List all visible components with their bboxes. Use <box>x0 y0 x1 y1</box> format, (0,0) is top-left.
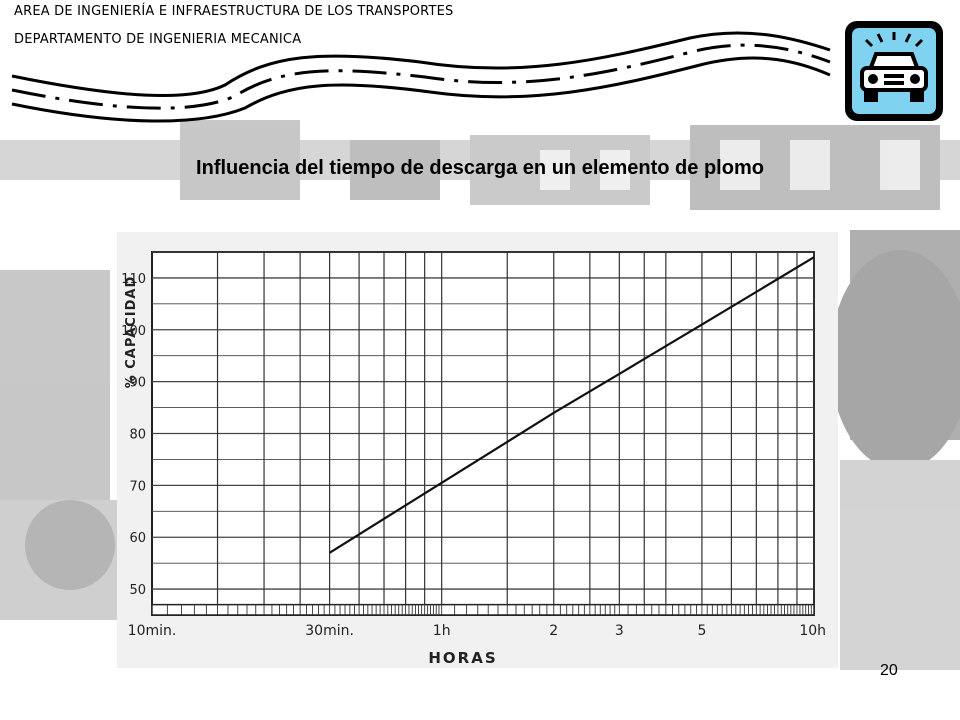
y-tick-label: 110 <box>121 272 146 287</box>
x-tick-label: 30min. <box>305 623 354 639</box>
y-axis-label: % CAPACIDAD <box>124 276 139 389</box>
x-tick-label: 2 <box>549 623 558 639</box>
x-tick-label: 10h <box>799 623 826 639</box>
y-tick-label: 80 <box>129 428 146 443</box>
car-warning-icon <box>845 21 943 121</box>
slide-title: Influencia del tiempo de descarga en un … <box>196 157 764 179</box>
x-tick-band <box>151 603 815 616</box>
x-tick-label: 1h <box>433 623 451 639</box>
road-banner-icon <box>11 31 831 123</box>
y-tick-label: 50 <box>129 583 146 598</box>
y-tick-label: 70 <box>129 479 146 494</box>
y-tick-label: 100 <box>121 324 146 339</box>
x-tick-label: 3 <box>615 623 624 639</box>
x-tick-label: 5 <box>697 623 706 639</box>
x-tick-label: 10min. <box>128 623 177 639</box>
header-department-area: AREA DE INGENIERÍA E INFRAESTRUCTURA DE … <box>14 4 454 19</box>
page-number: 20 <box>880 662 898 679</box>
discharge-time-chart: 50 60 70 80 90 100 110 10min. 30min. 1h 2 3 5 10h HORA… <box>121 251 826 667</box>
header-department-name: DEPARTAMENTO DE INGENIERIA MECANICA <box>14 32 302 47</box>
x-axis-label: HORAS <box>428 649 497 667</box>
series-line <box>329 256 815 554</box>
y-tick-label: 90 <box>129 376 146 391</box>
y-tick-label: 60 <box>129 531 146 546</box>
